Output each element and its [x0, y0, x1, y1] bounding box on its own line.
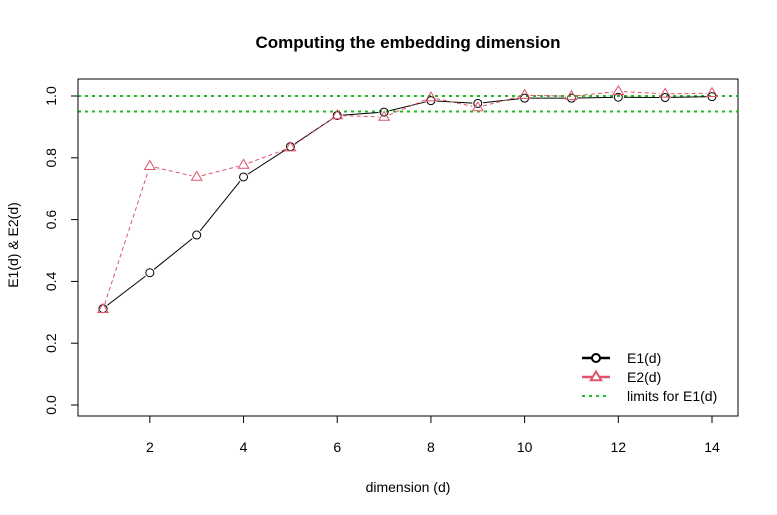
series-1-point-12	[613, 92, 623, 102]
series-1	[98, 92, 717, 314]
y-tick-label-0.2: 0.2	[43, 333, 59, 353]
series-1-point-2	[145, 268, 155, 278]
series-2-point-11	[565, 89, 578, 101]
series-2-segment-2	[155, 166, 192, 177]
legend-label-2: E2(d)	[627, 369, 661, 385]
series-2-point-3	[190, 170, 203, 181]
series-2-point-13	[659, 87, 672, 98]
series-2-point-8	[424, 91, 438, 102]
series-2-point-14	[705, 86, 719, 98]
series-1-segment-7	[389, 101, 426, 112]
series-1-point-7	[379, 107, 389, 117]
series-2-segment-7	[388, 99, 427, 116]
series-2-point-9	[471, 100, 484, 112]
series-2-segment-12	[623, 91, 660, 95]
x-axis: 2 4 6 8 10 12 14	[146, 415, 720, 455]
series-2-point-6	[331, 108, 344, 120]
series-1-point-3	[192, 230, 202, 240]
series-1-point-6	[332, 110, 342, 120]
legend-label-1: E1(d)	[627, 350, 661, 366]
limit-lines	[78, 95, 738, 113]
series-2-point-7	[377, 110, 391, 121]
series-2-point-5	[284, 141, 297, 152]
series-2-point-1	[96, 302, 110, 314]
series-2-point-4	[237, 158, 250, 169]
legend-entry-2: E2(d)	[582, 369, 661, 385]
y-tick-label-1.0: 1.0	[43, 86, 59, 106]
x-tick-label-10: 10	[517, 439, 533, 455]
series-2-segment-11	[576, 91, 613, 97]
series-2-point-10	[518, 88, 531, 99]
series-2-point-12	[612, 84, 625, 96]
series-2	[96, 84, 719, 314]
series-2-segment-4	[248, 149, 286, 164]
x-axis-label: dimension (d)	[366, 479, 451, 495]
series-1-segment-13	[670, 96, 707, 98]
series-2-segment-6	[342, 115, 379, 118]
y-tick-label-0.6: 0.6	[43, 210, 59, 230]
series-1-segment-9	[483, 98, 520, 104]
series-1-segment-4	[247, 149, 287, 175]
series-1-point-4	[239, 172, 249, 182]
series-2-point-2	[143, 159, 156, 170]
series-2-segment-3	[201, 165, 239, 177]
series-2-segment-8	[436, 98, 473, 107]
series-2-segment-9	[482, 95, 520, 107]
x-tick-label-6: 6	[333, 439, 341, 455]
series-2-segment-5	[294, 118, 333, 145]
legend-marker-1	[591, 353, 601, 363]
series-1-segment-11	[576, 96, 613, 99]
y-axis: 0.0 0.2 0.4 0.6 0.8 1.0	[43, 86, 79, 415]
x-tick-label-2: 2	[146, 439, 154, 455]
y-tick-label-0.8: 0.8	[43, 148, 59, 168]
legend-entry-3: limits for E1(d)	[582, 388, 717, 404]
legend-entry-1: E1(d)	[582, 350, 661, 366]
series-1-segment-1	[107, 275, 146, 306]
series-1-segment-2	[153, 238, 193, 270]
series-1-segment-8	[436, 100, 473, 104]
series-2-segment-10	[530, 94, 566, 97]
series-1-segment-6	[342, 111, 379, 116]
series-layer	[96, 84, 719, 314]
x-tick-label-8: 8	[427, 439, 435, 455]
series-2-segment-1	[104, 171, 149, 305]
legend-label-3: limits for E1(d)	[627, 388, 717, 404]
legend: E1(d) E2(d) limits for E1(d)	[582, 350, 717, 404]
series-1-point-9	[473, 98, 483, 108]
x-tick-label-4: 4	[240, 439, 248, 455]
y-tick-label-0.4: 0.4	[43, 271, 59, 291]
y-tick-label-0.0: 0.0	[43, 395, 59, 415]
x-tick-label-12: 12	[611, 439, 627, 455]
chart-title: Computing the embedding dimension	[255, 33, 560, 52]
y-axis-label: E1(d) & E2(d)	[5, 202, 21, 288]
legend-marker-2	[589, 369, 603, 382]
series-1-segment-3	[199, 180, 241, 232]
x-tick-label-14: 14	[704, 439, 720, 455]
